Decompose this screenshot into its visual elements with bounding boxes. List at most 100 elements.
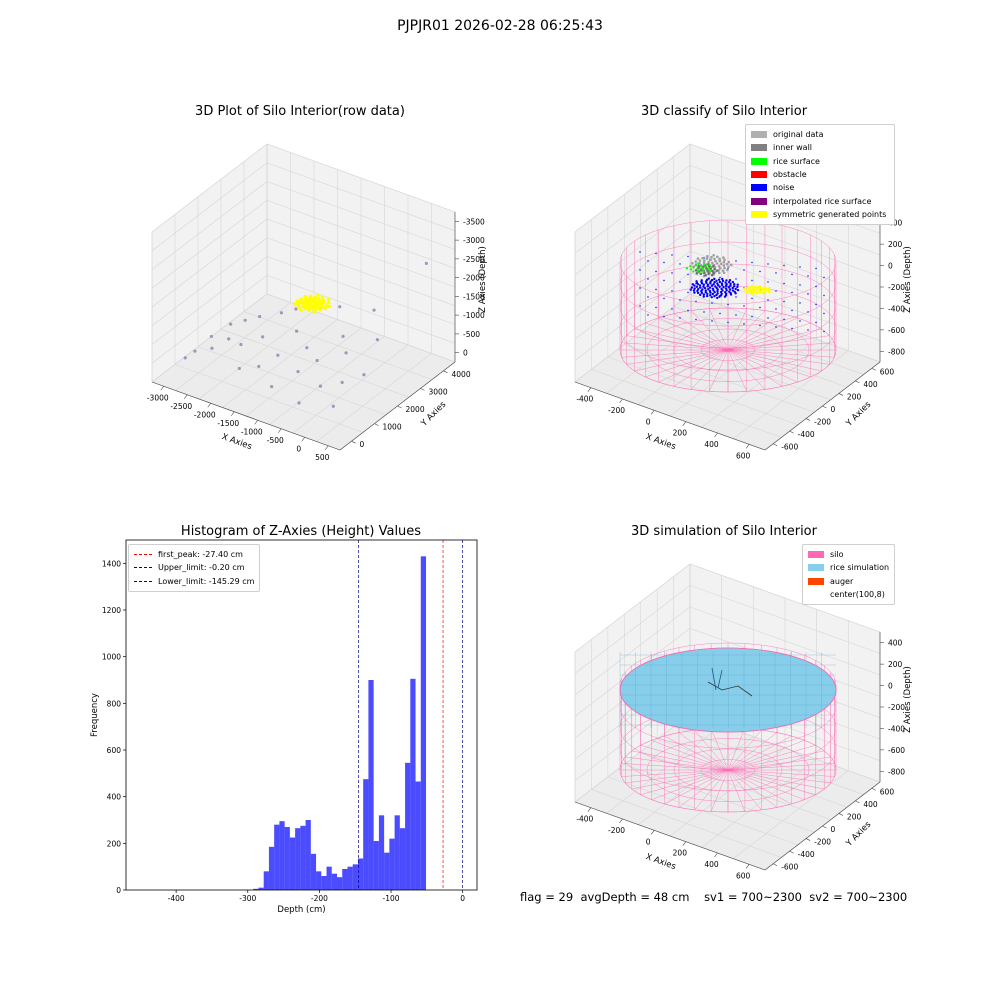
- y-tick-label: 200: [847, 392, 862, 401]
- noise-point: [639, 287, 641, 289]
- legend-item-obstacle: obstacle: [751, 168, 889, 181]
- grid-line: [245, 327, 362, 417]
- raw-point: [424, 261, 428, 265]
- raw-point: [338, 305, 342, 309]
- noise-point: [799, 320, 801, 322]
- cluster-point: [317, 305, 322, 310]
- noise-point: [719, 312, 721, 315]
- classify-silo-floor-spoke: [727, 349, 835, 358]
- y-tick-label: -400: [798, 850, 815, 859]
- legend-label: center(100,8): [830, 590, 885, 600]
- symmetric-point: [748, 286, 751, 289]
- cluster-point: [326, 300, 331, 305]
- rice-surface-point: [707, 267, 710, 271]
- legend-item-original-data: original data: [751, 128, 889, 141]
- original-data-point: [715, 262, 719, 265]
- grid-line: [574, 272, 881, 361]
- histogram-bar: [310, 853, 317, 890]
- classify-silo-floor-spoke: [709, 349, 729, 392]
- original-data-point: [722, 256, 725, 259]
- y-tick: [789, 850, 794, 854]
- status-avg-depth: avgDepth = 48 cm: [580, 890, 690, 904]
- noise-point: [707, 287, 710, 291]
- legend-swatch: [751, 171, 767, 179]
- noise-point: [721, 277, 724, 281]
- x-tick-label: 500: [315, 453, 330, 462]
- legend-item-center: center(100,8): [808, 588, 889, 601]
- original-data-point: [712, 253, 715, 257]
- noise-point: [716, 289, 719, 293]
- x-tick: [231, 411, 235, 416]
- y-tick: [822, 405, 827, 409]
- y-tick: [443, 370, 448, 374]
- cluster-point: [308, 296, 312, 300]
- raw-point: [261, 335, 265, 339]
- cluster-point: [326, 297, 331, 302]
- y-tick: [838, 393, 844, 396]
- rice-surface-point: [708, 263, 711, 266]
- classify-silo-floor-spoke: [634, 349, 729, 372]
- cluster-point: [299, 308, 303, 312]
- z-tick-label: -3000: [463, 236, 485, 245]
- histogram-bar: [321, 876, 327, 890]
- original-data-point: [719, 262, 723, 266]
- x-tick-label: 0: [646, 837, 651, 846]
- noise-point: [692, 289, 696, 292]
- grid-line: [640, 331, 831, 400]
- symmetric-point: [754, 285, 757, 289]
- grid-line: [151, 143, 456, 233]
- x-tick-label: -400: [576, 395, 593, 404]
- simulation-silo-floor-spoke: [694, 729, 729, 771]
- simulation-silo-floor-spoke: [640, 769, 729, 795]
- classify-legend: original data inner wall rice surface ob…: [745, 124, 895, 226]
- grid-line: [151, 162, 456, 252]
- raw-point: [296, 369, 300, 374]
- histogram-frame: [125, 539, 478, 891]
- z-tick-label: -400: [888, 724, 905, 733]
- original-data-point: [725, 262, 729, 266]
- noise-point: [699, 286, 702, 289]
- raw-point: [297, 401, 301, 405]
- x-tick: [325, 445, 329, 450]
- rice-surface-point: [701, 266, 704, 270]
- symmetric-point: [768, 290, 771, 294]
- status-line: flag = 29 avgDepth = 48 cm sv1 = 700~230…: [520, 890, 907, 904]
- grid-line: [673, 306, 864, 375]
- original-data-point: [726, 268, 729, 272]
- noise-point: [705, 278, 709, 282]
- histogram-bar: [289, 837, 296, 890]
- z-tick-label: 0: [888, 682, 893, 691]
- noise-point: [718, 280, 722, 284]
- noise-point: [724, 281, 727, 284]
- y-axis-label: Y Axies: [844, 399, 874, 429]
- noise-point: [671, 254, 673, 256]
- noise-point: [729, 284, 732, 287]
- noise-point: [728, 280, 731, 284]
- legend-item-upper-limit: Upper_limit: -0.20 cm: [134, 561, 254, 574]
- x-tick-label: -200: [608, 406, 625, 415]
- noise-point: [671, 290, 673, 292]
- y-tick-label: 200: [847, 812, 862, 821]
- raw-point: [276, 353, 280, 357]
- classify-silo-floor-spoke: [727, 317, 798, 351]
- x-tick: [278, 428, 282, 433]
- grid-line: [175, 302, 291, 391]
- classify-silo-floor-spoke: [709, 308, 729, 351]
- figure-title: PJPJR01 2026-02-28 06:25:43: [397, 18, 603, 34]
- noise-point: [727, 303, 729, 306]
- histogram-y-label: Frequency: [90, 693, 100, 737]
- noise-point: [710, 278, 714, 282]
- grid-line: [151, 237, 456, 327]
- x-tick-label: -3000: [147, 393, 169, 402]
- noise-point: [721, 279, 725, 283]
- inner-wall-point: [704, 273, 708, 277]
- original-data-point: [722, 264, 726, 267]
- noise-point: [639, 269, 641, 271]
- noise-point: [734, 287, 737, 291]
- noise-point: [709, 291, 712, 294]
- classify-silo-floor-spoke: [658, 317, 729, 351]
- rice-simulation-surface: [619, 647, 837, 733]
- original-data-point: [701, 256, 704, 260]
- legend-label: interpolated rice surface: [773, 196, 872, 206]
- noise-point: [759, 324, 761, 327]
